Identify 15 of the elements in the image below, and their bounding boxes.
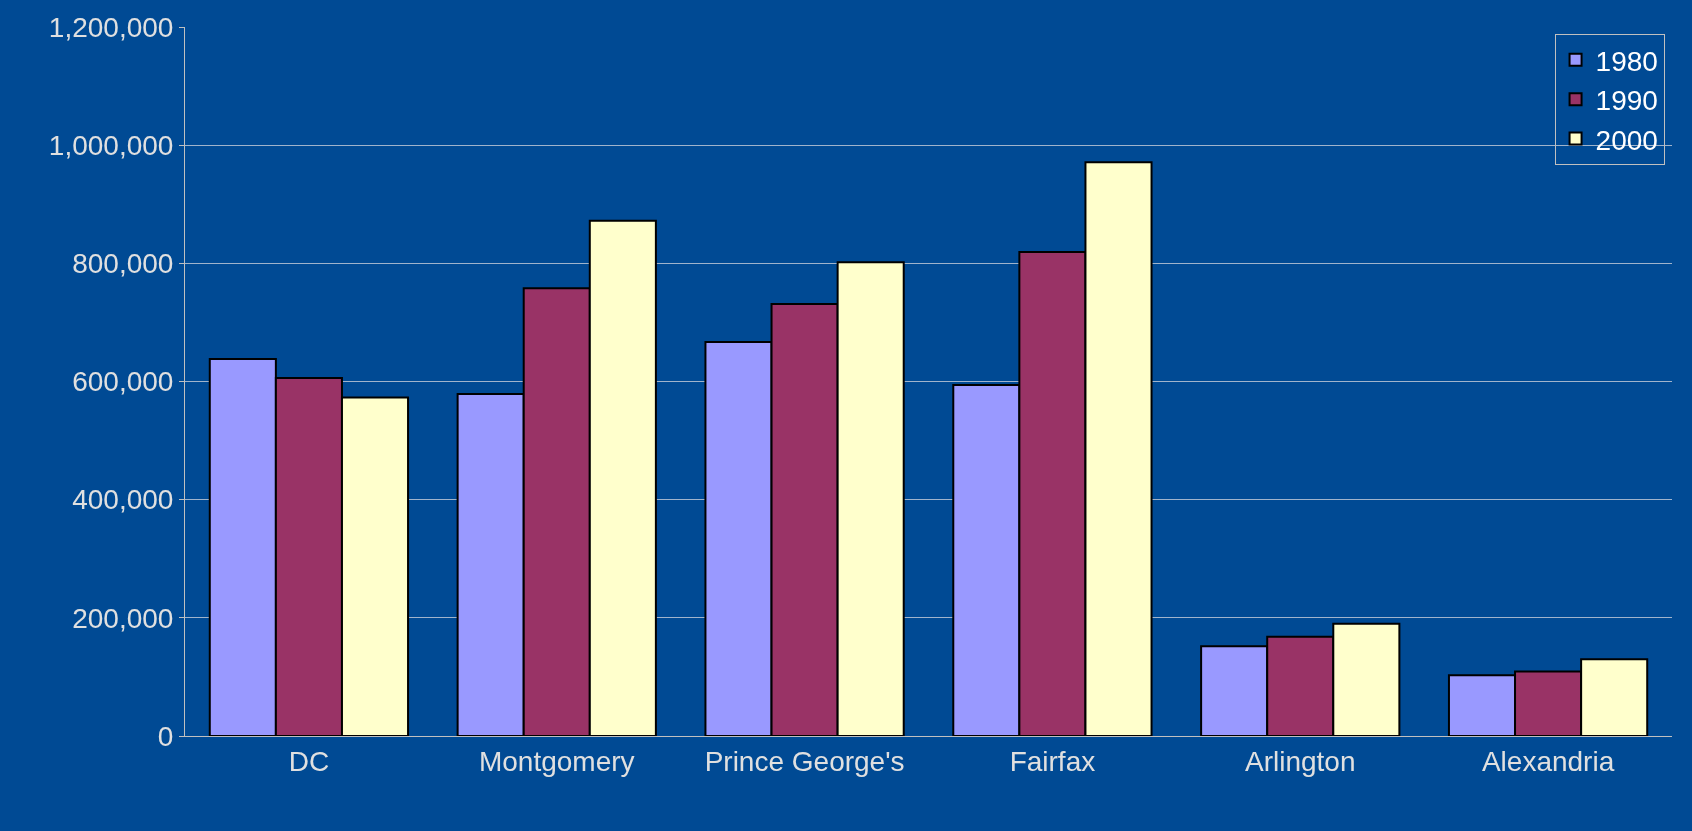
y-tick-label: 0 (157, 720, 174, 752)
legend-label: 1990 (1595, 85, 1658, 117)
x-tick-label: Alexandria (1481, 745, 1615, 777)
x-tick-label: Arlington (1244, 745, 1356, 777)
y-tick-label: 600,000 (72, 366, 174, 398)
y-tick-label: 800,000 (72, 248, 174, 280)
y-tick-label: 1,200,000 (48, 11, 174, 43)
legend-label: 1980 (1595, 45, 1658, 77)
x-tick-label: DC (288, 745, 330, 777)
x-tick-label: Prince George's (704, 745, 905, 777)
x-tick-label: Montgomery (478, 745, 635, 777)
x-tick-label: Fairfax (1009, 745, 1096, 777)
y-tick-label: 400,000 (72, 484, 174, 516)
y-tick-label: 1,000,000 (48, 129, 174, 161)
y-tick-label: 200,000 (72, 602, 174, 634)
